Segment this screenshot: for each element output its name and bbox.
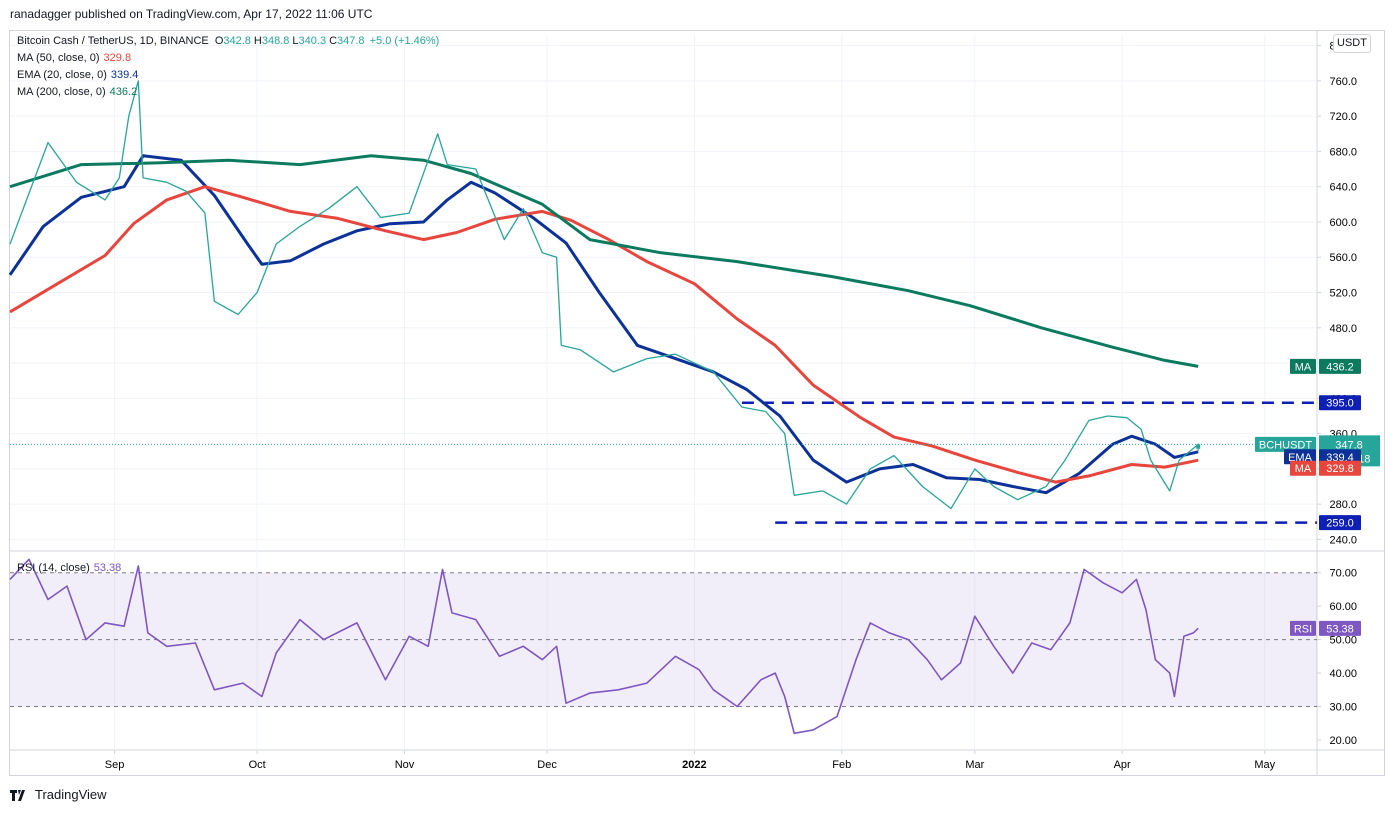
price-tick-label: 600.0 bbox=[1329, 217, 1357, 229]
tradingview-logo-icon bbox=[10, 789, 30, 801]
level-label-bg bbox=[1319, 395, 1361, 411]
ma200-value: 436.2 bbox=[109, 86, 138, 98]
rsi-name-tag-text: RSI bbox=[1294, 623, 1312, 635]
ma50-label: MA (50, close, 0) bbox=[17, 52, 100, 64]
rsi-name-tag-bg bbox=[1290, 620, 1316, 636]
rsi-tick-label: 50.00 bbox=[1329, 635, 1357, 647]
ma50-name-tag: MA bbox=[1290, 460, 1316, 476]
rsi-line bbox=[9, 558, 1199, 735]
rsi-value-label: 53.38 bbox=[1319, 620, 1361, 636]
ma50-name-tag-bg bbox=[1290, 460, 1316, 476]
symbol-legend[interactable]: Bitcoin Cash / TetherUS, 1D, BINANCE O34… bbox=[17, 35, 439, 47]
chart-frame bbox=[9, 30, 1385, 776]
symbol-name-tag-bg bbox=[1255, 436, 1316, 452]
price-line bbox=[9, 80, 1199, 510]
ema20-legend[interactable]: EMA (20, close, 0) 339.4 bbox=[17, 69, 138, 81]
time-tick-label: May bbox=[1254, 759, 1275, 771]
ema20-line bbox=[8, 154, 1199, 495]
rsi-label: RSI (14, close) bbox=[17, 562, 90, 574]
ma50-value-label-bg bbox=[1319, 460, 1361, 476]
time-tick-label: Mar bbox=[965, 759, 984, 771]
level-label-text: 395.0 bbox=[1326, 398, 1354, 410]
ohlc-values: O342.8 H348.8 L340.3 C347.8 bbox=[212, 35, 365, 47]
price-tick-label: 520.0 bbox=[1329, 288, 1357, 300]
price-labels: 395.0259.0436.2MA347.812:53:18BCHUSDT339… bbox=[1255, 358, 1380, 636]
level-label: 395.0 bbox=[1319, 395, 1361, 411]
rsi-value-label-bg bbox=[1319, 620, 1361, 636]
price-tick-label: 480.0 bbox=[1329, 323, 1357, 335]
level-label-text: 259.0 bbox=[1326, 518, 1354, 530]
price-tick-label: 720.0 bbox=[1329, 111, 1357, 123]
ma50-value-label: 329.8 bbox=[1319, 460, 1361, 476]
horizontal-levels bbox=[741, 401, 1317, 524]
rsi-legend[interactable]: RSI (14, close) 53.38 bbox=[17, 562, 121, 574]
time-tick-label: Nov bbox=[395, 759, 415, 771]
time-tick-label: 2022 bbox=[682, 759, 706, 771]
ema20-name-tag-bg bbox=[1284, 449, 1316, 465]
grid bbox=[10, 31, 1384, 775]
rsi-tick-label: 30.00 bbox=[1329, 702, 1357, 714]
price-tick-label: 640.0 bbox=[1329, 182, 1357, 194]
rsi-tick-label: 20.00 bbox=[1329, 735, 1357, 747]
time-tick-label: Oct bbox=[249, 759, 266, 771]
price-tick-label: 560.0 bbox=[1329, 252, 1357, 264]
ema20-value-label-bg bbox=[1319, 449, 1361, 465]
ma200-line bbox=[9, 154, 1199, 368]
unit-label[interactable]: USDT bbox=[1333, 34, 1371, 53]
rsi-axis: 20.00 30.00 40.00 50.00 60.00 70.00 bbox=[1317, 568, 1357, 747]
symbol-name-tag-text: BCHUSDT bbox=[1259, 439, 1312, 451]
ma200-name-tag-text: MA bbox=[1295, 361, 1312, 373]
footer[interactable]: TradingView bbox=[10, 787, 107, 802]
time-tick-label: Apr bbox=[1114, 759, 1131, 771]
ohlc-l: L340.3 bbox=[292, 35, 327, 47]
ma50-legend[interactable]: MA (50, close, 0) 329.8 bbox=[17, 52, 131, 64]
price-tick-label: 280.0 bbox=[1329, 499, 1357, 511]
rsi-value-label-text: 53.38 bbox=[1326, 623, 1354, 635]
price-lines bbox=[8, 80, 1317, 510]
ema20-label: EMA (20, close, 0) bbox=[17, 69, 107, 81]
symbol-name-tag: BCHUSDT bbox=[1255, 436, 1316, 452]
last-candle-body bbox=[1196, 444, 1201, 449]
symbol-name: Bitcoin Cash / TetherUS, 1D, BINANCE bbox=[17, 35, 209, 47]
ma200-value-label: 436.2 bbox=[1319, 358, 1361, 374]
rsi-tick-label: 60.00 bbox=[1329, 601, 1357, 613]
time-tick-label: Feb bbox=[832, 759, 851, 771]
ma200-name-tag: MA bbox=[1290, 358, 1316, 374]
publisher-line: ranadagger published on TradingView.com,… bbox=[10, 7, 373, 21]
ohlc-c: C347.8 bbox=[329, 35, 365, 47]
time-axis: Sep Oct Nov Dec 2022 Feb Mar Apr May bbox=[105, 750, 1276, 771]
ma200-label: MA (200, close, 0) bbox=[17, 86, 106, 98]
price-tick-label: 240.0 bbox=[1329, 534, 1357, 546]
time-tick-label: Dec bbox=[537, 759, 557, 771]
ma200-value-label-bg bbox=[1319, 358, 1361, 374]
rsi-name-tag: RSI bbox=[1290, 620, 1316, 636]
time-tick-label: Sep bbox=[105, 759, 125, 771]
ohlc-o: O342.8 bbox=[214, 35, 251, 47]
price-tick-label: 760.0 bbox=[1329, 76, 1357, 88]
ma50-value-label-text: 329.8 bbox=[1326, 463, 1354, 475]
price-tick-label: 680.0 bbox=[1329, 146, 1357, 158]
level-label-bg bbox=[1319, 515, 1361, 531]
ohlc-h: H348.8 bbox=[253, 35, 290, 47]
ma200-name-tag-bg bbox=[1290, 358, 1316, 374]
ma50-name-tag-text: MA bbox=[1295, 463, 1312, 475]
rsi-panel bbox=[9, 558, 1199, 735]
ema20-value: 339.4 bbox=[110, 69, 139, 81]
ma200-value-label-text: 436.2 bbox=[1326, 361, 1354, 373]
current-price-text: 347.8 bbox=[1335, 439, 1363, 451]
rsi-tick-label: 40.00 bbox=[1329, 668, 1357, 680]
rsi-legend-value: 53.38 bbox=[93, 562, 122, 574]
rsi-tick-label: 70.00 bbox=[1329, 568, 1357, 580]
ma50-line bbox=[9, 185, 1199, 484]
level-label: 259.0 bbox=[1319, 515, 1361, 531]
footer-brand: TradingView bbox=[35, 787, 107, 802]
ma200-legend[interactable]: MA (200, close, 0) 436.2 bbox=[17, 86, 137, 98]
ma50-value: 329.8 bbox=[103, 52, 132, 64]
change-value: +5.0 (+1.46%) bbox=[369, 35, 440, 47]
